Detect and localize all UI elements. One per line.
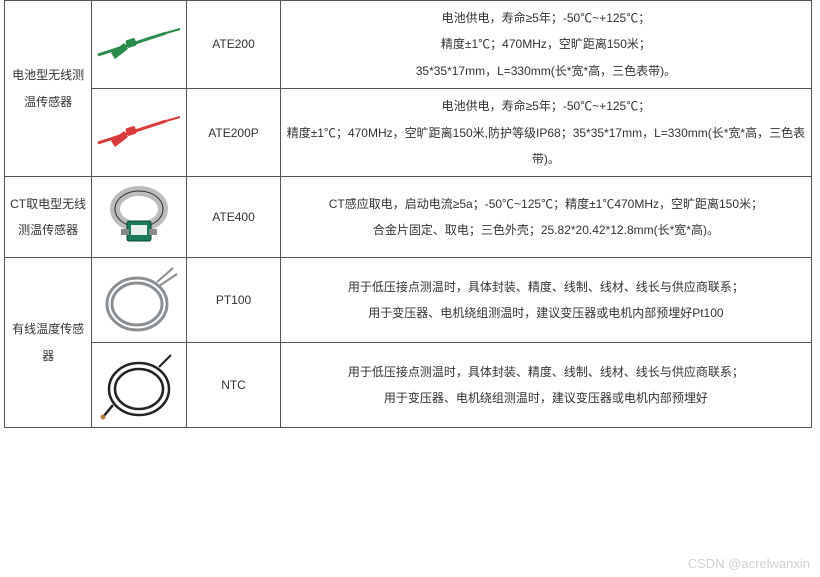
watermark: CSDN @acrelwanxin [688, 556, 810, 571]
image-cell [92, 177, 187, 258]
table-row: 有线温度传感器 PT100用于低压接点测温时，具体封装、精度、线制、线材、线长与… [5, 258, 812, 343]
table-row: NTC用于低压接点测温时，具体封装、精度、线制、线材、线长与供应商联系；用于变压… [5, 343, 812, 428]
category-cell: 有线温度传感器 [5, 258, 92, 428]
table-row: ATE200P电池供电，寿命≥5年；-50℃~+125℃；精度±1℃；470MH… [5, 89, 812, 177]
model-cell: NTC [187, 343, 281, 428]
image-cell [92, 1, 187, 89]
image-cell [92, 343, 187, 428]
model-cell: PT100 [187, 258, 281, 343]
category-cell: 电池型无线测温传感器 [5, 1, 92, 177]
model-cell: ATE200 [187, 1, 281, 89]
description-cell: 用于低压接点测温时，具体封装、精度、线制、线材、线长与供应商联系；用于变压器、电… [280, 258, 811, 343]
table-row: CT取电型无线测温传感器 ATE400CT感应取电，启动电流≥5a；-50℃~1… [5, 177, 812, 258]
category-cell: CT取电型无线测温传感器 [5, 177, 92, 258]
table-row: 电池型无线测温传感器 ATE200电池供电，寿命≥5年；-50℃~+125℃；精… [5, 1, 812, 89]
description-cell: 电池供电，寿命≥5年；-50℃~+125℃；精度±1℃；470MHz，空旷距离1… [280, 1, 811, 89]
image-cell [92, 89, 187, 177]
description-cell: 用于低压接点测温时，具体封装、精度、线制、线材、线长与供应商联系；用于变压器、电… [280, 343, 811, 428]
model-cell: ATE200P [187, 89, 281, 177]
description-cell: CT感应取电，启动电流≥5a；-50℃~125℃；精度±1℃470MHz，空旷距… [280, 177, 811, 258]
description-cell: 电池供电，寿命≥5年；-50℃~+125℃；精度±1℃；470MHz，空旷距离1… [280, 89, 811, 177]
sensor-table: 电池型无线测温传感器 ATE200电池供电，寿命≥5年；-50℃~+125℃；精… [4, 0, 812, 428]
image-cell [92, 258, 187, 343]
model-cell: ATE400 [187, 177, 281, 258]
